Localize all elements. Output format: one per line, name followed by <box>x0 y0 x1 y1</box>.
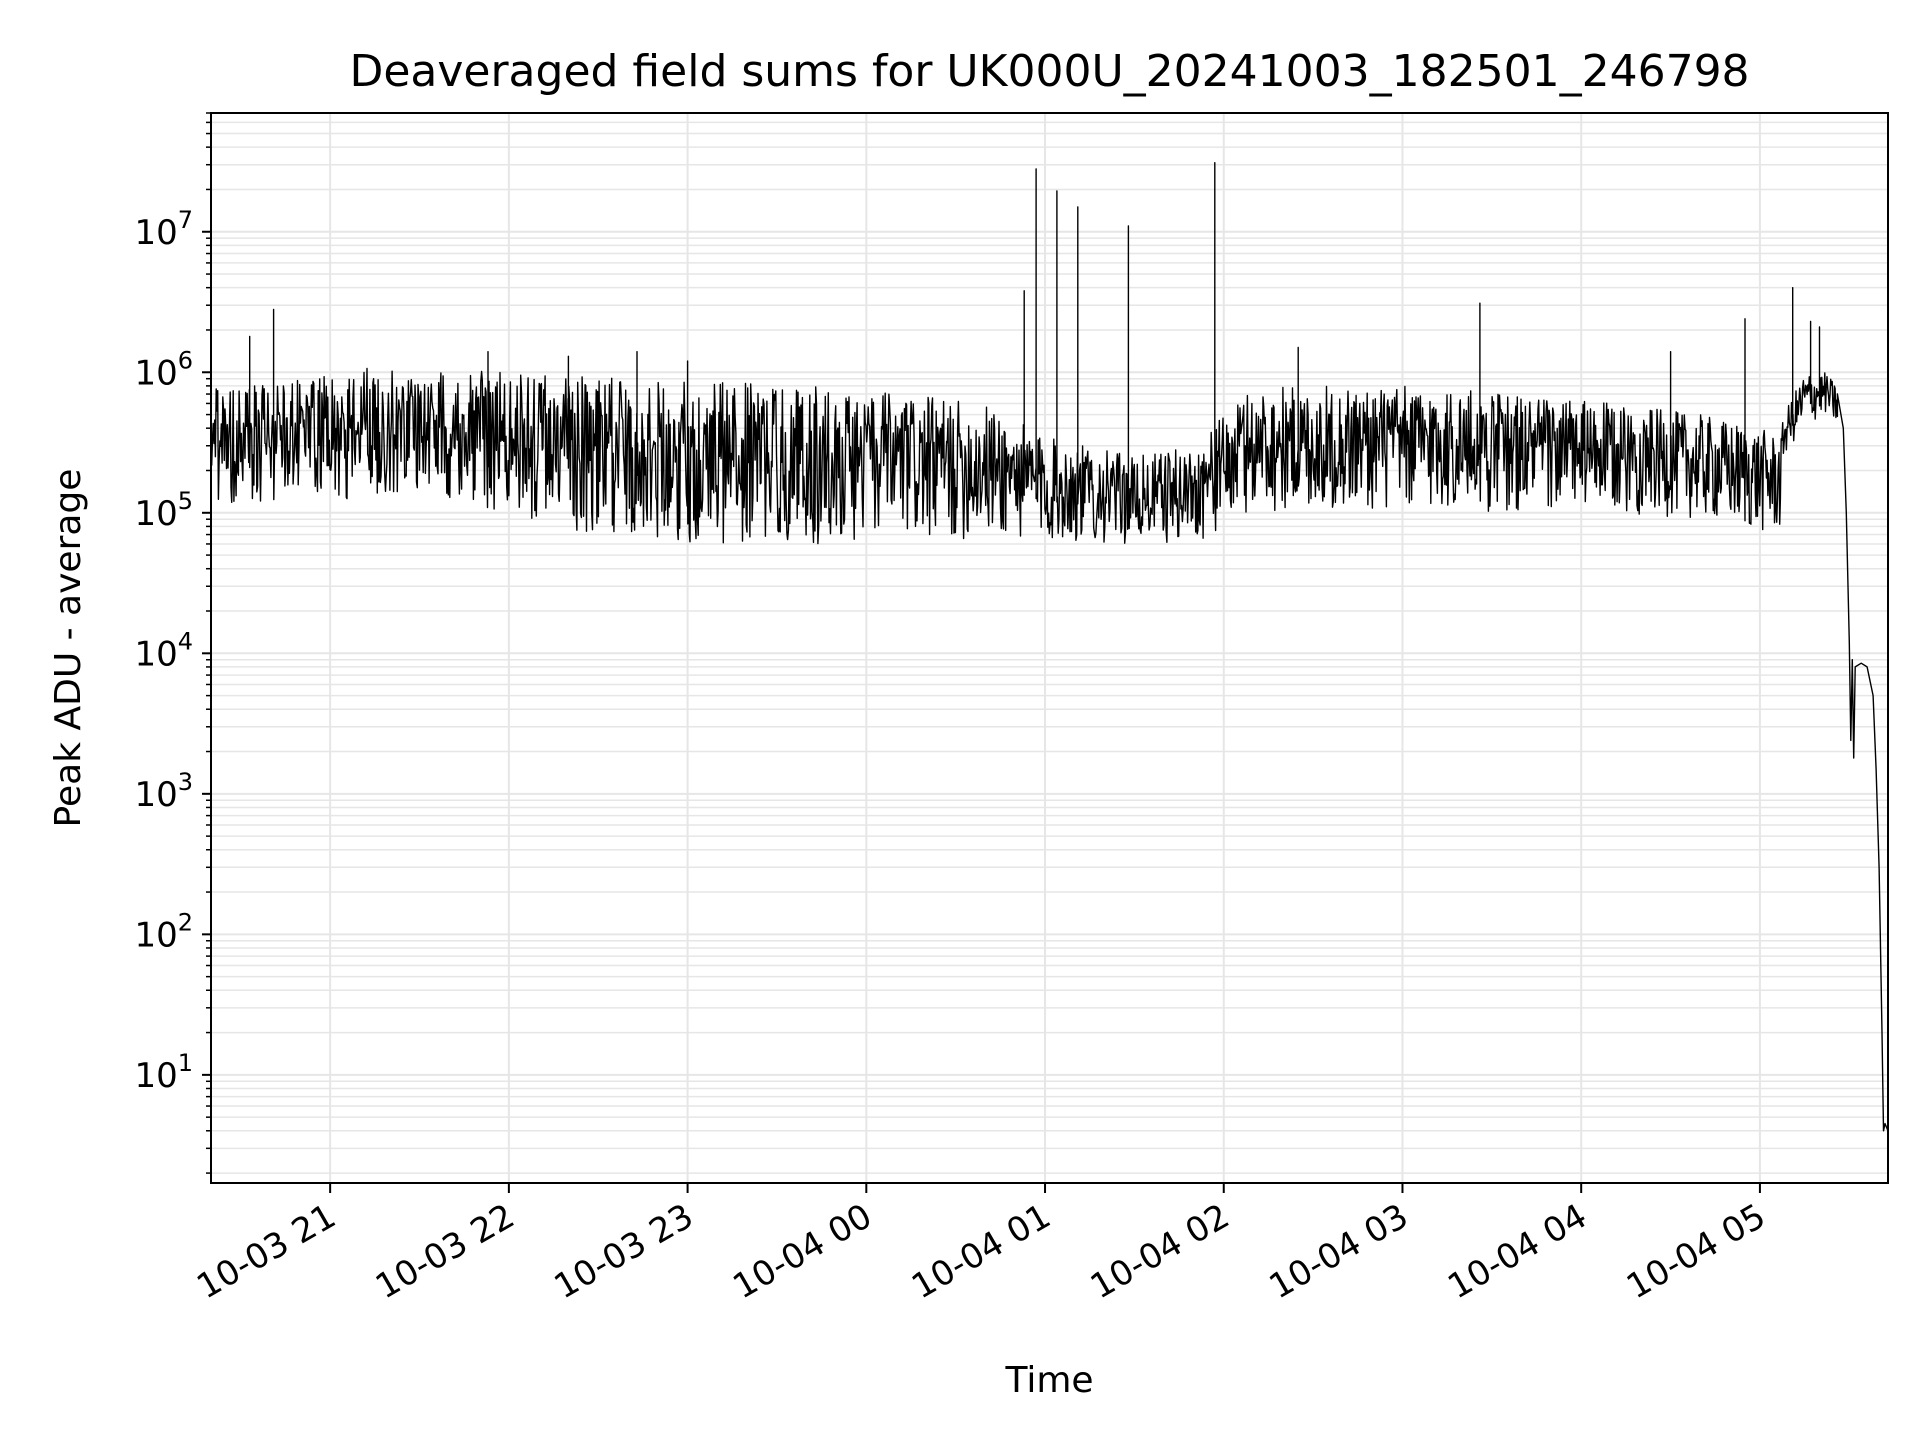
y-tick-label: 107 <box>134 206 193 253</box>
y-tick-exponent: 1 <box>178 1049 193 1077</box>
x-axis-label: Time <box>1004 1360 1093 1401</box>
y-tick-exponent: 5 <box>178 487 193 515</box>
y-tick-exponent: 3 <box>178 768 193 796</box>
y-tick-base: 10 <box>134 775 177 815</box>
y-tick-label: 106 <box>134 346 193 393</box>
y-tick-base: 10 <box>134 915 177 955</box>
y-tick-exponent: 2 <box>178 908 193 936</box>
y-tick-label: 105 <box>134 487 193 534</box>
y-tick-exponent: 6 <box>178 346 193 374</box>
y-axis-label: Peak ADU - average <box>48 469 89 828</box>
chart-title: Deaveraged field sums for UK000U_2024100… <box>349 46 1749 97</box>
y-tick-label: 102 <box>134 908 193 955</box>
y-tick-base: 10 <box>134 494 177 534</box>
y-tick-label: 101 <box>134 1049 193 1096</box>
y-tick-base: 10 <box>134 353 177 393</box>
y-tick-exponent: 7 <box>178 206 193 234</box>
series <box>210 162 1889 1132</box>
plot-frame <box>210 112 1889 1184</box>
y-tick-exponent: 4 <box>178 627 193 655</box>
y-tick-base: 10 <box>134 634 177 674</box>
grid <box>211 112 1888 1183</box>
y-tick-base: 10 <box>134 1056 177 1096</box>
y-tick-label: 103 <box>134 768 193 815</box>
y-tick-base: 10 <box>134 213 177 253</box>
series-line <box>210 162 1889 1132</box>
y-tick-label: 104 <box>134 627 193 674</box>
